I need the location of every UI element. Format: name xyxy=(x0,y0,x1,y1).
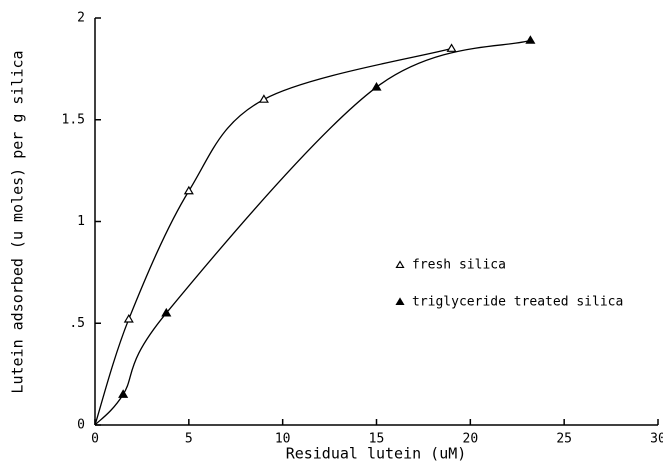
data-point xyxy=(258,94,269,103)
y-tick-label: .5 xyxy=(69,316,85,331)
x-tick-label: 0 xyxy=(91,432,99,447)
x-tick-label: 5 xyxy=(185,432,193,447)
x-tick-label: 25 xyxy=(556,432,572,447)
x-tick-label: 20 xyxy=(463,432,479,447)
data-point xyxy=(183,185,194,195)
data-point xyxy=(123,313,134,323)
x-tick-label: 10 xyxy=(275,432,291,447)
x-axis-title: Residual lutein (uM) xyxy=(286,445,467,463)
y-tick-label: 0 xyxy=(77,418,85,433)
y-tick-label: 1.5 xyxy=(62,112,85,127)
x-tick-label: 30 xyxy=(650,432,663,447)
fit-curve xyxy=(94,39,531,426)
legend-marker xyxy=(395,260,405,269)
y-axis-title: Lutein adsorbed (u moles) per g silica xyxy=(9,50,27,393)
data-point xyxy=(525,35,536,44)
data-point xyxy=(446,43,457,52)
fit-curve xyxy=(94,47,452,426)
data-point xyxy=(161,307,172,317)
y-tick-label: 2 xyxy=(77,11,85,26)
data-point xyxy=(118,389,129,398)
legend-marker xyxy=(395,297,405,306)
y-tick-label: 1 xyxy=(77,214,85,229)
x-tick-label: 15 xyxy=(369,432,385,447)
legend-label: fresh silica xyxy=(412,258,506,273)
legend-label: triglyceride treated silica xyxy=(412,295,623,310)
data-point xyxy=(371,82,382,91)
